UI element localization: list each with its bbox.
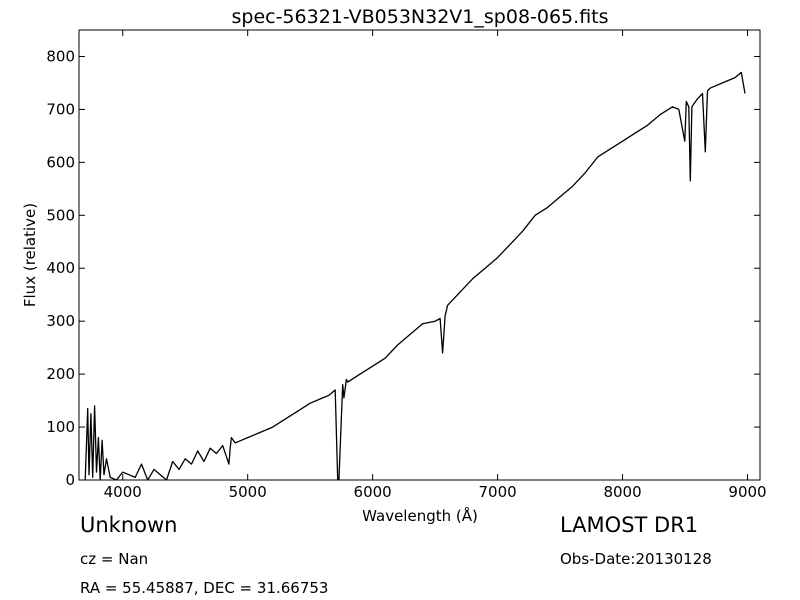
- y-axis-label: Flux (relative): [21, 203, 39, 307]
- x-tick-label: 6000: [354, 483, 392, 501]
- coordinates-label: RA = 55.45887, DEC = 31.66753: [80, 579, 329, 597]
- y-axis-ticks: 0 100 200 300 400 500 600 700 800: [46, 47, 760, 489]
- x-axis-label: Wavelength (Å): [362, 506, 478, 525]
- x-tick-label: 9000: [728, 483, 766, 501]
- y-tick-label: 200: [46, 365, 75, 383]
- x-tick-label: 7000: [479, 483, 517, 501]
- y-tick-label: 800: [46, 47, 75, 65]
- redshift-label: cz = Nan: [80, 550, 149, 568]
- object-class-label: Unknown: [80, 513, 178, 537]
- chart-title: spec-56321-VB053N32V1_sp08-065.fits: [231, 6, 608, 28]
- y-tick-label: 300: [46, 312, 75, 330]
- x-tick-label: 5000: [229, 483, 267, 501]
- y-tick-label: 100: [46, 418, 75, 436]
- y-tick-label: 0: [65, 471, 75, 489]
- survey-label: LAMOST DR1: [560, 513, 699, 537]
- spectrum-line: [84, 71, 746, 480]
- y-tick-label: 700: [46, 100, 75, 118]
- x-tick-label: 8000: [603, 483, 641, 501]
- y-tick-label: 500: [46, 206, 75, 224]
- y-tick-label: 600: [46, 153, 75, 171]
- obs-date-label: Obs-Date:20130128: [560, 550, 712, 568]
- y-tick-label: 400: [46, 259, 75, 277]
- x-axis-ticks: 4000 5000 6000 7000 8000 9000: [104, 30, 767, 501]
- plot-frame: [78, 29, 761, 481]
- x-tick-label: 4000: [104, 483, 142, 501]
